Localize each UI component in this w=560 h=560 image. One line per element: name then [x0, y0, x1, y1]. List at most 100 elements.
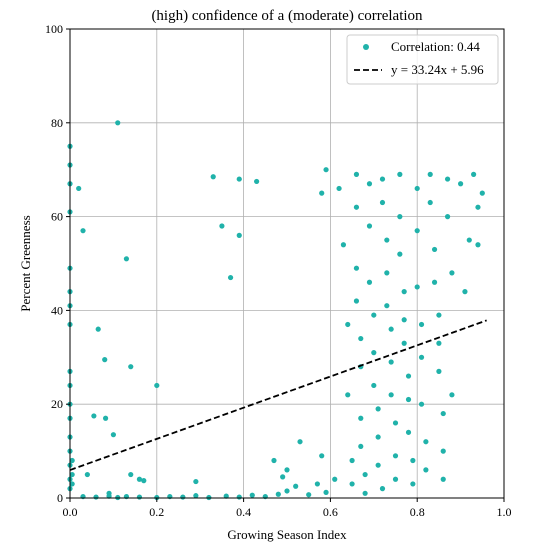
scatter-point [392, 476, 399, 482]
scatter-point [358, 335, 364, 342]
scatter-point [275, 491, 281, 497]
scatter-point [314, 481, 320, 487]
scatter-point [431, 279, 438, 285]
scatter-point [392, 453, 399, 459]
scatter-point [405, 396, 412, 403]
scatter-point [353, 298, 360, 304]
x-tick-label: 0.2 [149, 505, 164, 519]
scatter-point [353, 265, 360, 271]
scatter-point [427, 199, 433, 206]
scatter-point [379, 176, 386, 182]
scatter-point [106, 493, 112, 499]
scatter-point [136, 494, 143, 500]
x-axis-ticks: 0.0 0.2 0.4 0.6 0.8 1.0 [63, 498, 512, 519]
legend-scatter-marker [363, 44, 369, 50]
scatter-point [297, 439, 303, 445]
legend-box [346, 34, 499, 85]
scatter-point [69, 481, 75, 487]
scatter-point [414, 185, 420, 192]
x-axis-label: Growing Season Index [227, 527, 347, 542]
scatter-point [136, 476, 143, 482]
scatter-point [375, 462, 381, 468]
y-tick-label: 40 [51, 303, 63, 317]
scatter-point [444, 214, 451, 220]
scatter-point [362, 490, 368, 496]
scatter-point [384, 237, 390, 243]
scatter-point [349, 481, 355, 487]
scatter-point [362, 471, 368, 478]
scatter-point [440, 448, 446, 454]
scatter-point [69, 457, 75, 464]
scatter-point [371, 312, 377, 318]
chart-title: (high) confidence of a (moderate) correl… [151, 8, 423, 24]
scatter-point [427, 171, 433, 177]
scatter-point [84, 471, 90, 478]
scatter-point [397, 251, 403, 257]
scatter-point [340, 242, 347, 248]
scatter-point [384, 270, 390, 276]
scatter-point [366, 181, 373, 187]
x-tick-label: 0.8 [410, 505, 425, 519]
scatter-point [284, 467, 290, 473]
scatter-point [141, 478, 147, 484]
scatter-point [436, 368, 442, 374]
scatter-point [466, 237, 472, 243]
scatter-point [193, 478, 199, 485]
scatter-point [353, 204, 360, 210]
scatter-point [405, 429, 412, 435]
scatter-point [388, 326, 394, 332]
scatter-point [414, 284, 420, 290]
grid [69, 28, 505, 499]
scatter-point [80, 228, 86, 234]
scatter-point [366, 223, 373, 229]
scatter-point [123, 256, 130, 262]
scatter-point [371, 350, 377, 356]
scatter-point [306, 492, 312, 498]
scatter-point [95, 326, 101, 332]
y-tick-label: 20 [51, 397, 63, 411]
scatter-point [410, 481, 416, 487]
y-axis-ticks: 0 20 40 60 80 100 [45, 22, 70, 505]
scatter-point [366, 279, 373, 285]
scatter-point [423, 439, 429, 445]
scatter-point [219, 223, 225, 229]
scatter-point [280, 474, 286, 480]
scatter-point [210, 174, 216, 180]
scatter-point [405, 373, 412, 379]
scatter-point [91, 413, 97, 419]
scatter-points [67, 120, 485, 501]
x-tick-label: 0.0 [63, 505, 78, 519]
scatter-point [436, 340, 442, 346]
y-tick-label: 80 [51, 116, 63, 130]
y-axis-label: Percent Greenness [18, 215, 33, 311]
scatter-point [475, 242, 481, 248]
y-tick-label: 60 [51, 210, 63, 224]
scatter-point [353, 171, 360, 177]
scatter-point [128, 364, 134, 370]
scatter-point [384, 303, 390, 309]
scatter-point [392, 420, 399, 426]
fit-line-layer [69, 319, 487, 471]
scatter-point [336, 185, 342, 192]
scatter-point [332, 476, 338, 482]
legend-label-correlation: Correlation: 0.44 [391, 39, 480, 54]
scatter-point [102, 415, 109, 421]
scatter-point [154, 382, 160, 389]
y-tick-label: 0 [57, 491, 63, 505]
scatter-point [449, 270, 455, 276]
scatter-point [115, 120, 121, 126]
scatter-point [371, 382, 377, 389]
scatter-point [193, 493, 199, 499]
scatter-point [349, 457, 355, 464]
scatter-point [475, 204, 481, 210]
scatter-point [345, 321, 351, 328]
scatter-point [76, 185, 82, 192]
scatter-point [414, 228, 420, 234]
scatter-point [401, 317, 407, 323]
scatter-point [431, 246, 438, 253]
scatter-point [401, 289, 407, 295]
scatter-point [323, 489, 329, 495]
scatter-point [323, 167, 329, 173]
scatter-point [440, 476, 446, 482]
